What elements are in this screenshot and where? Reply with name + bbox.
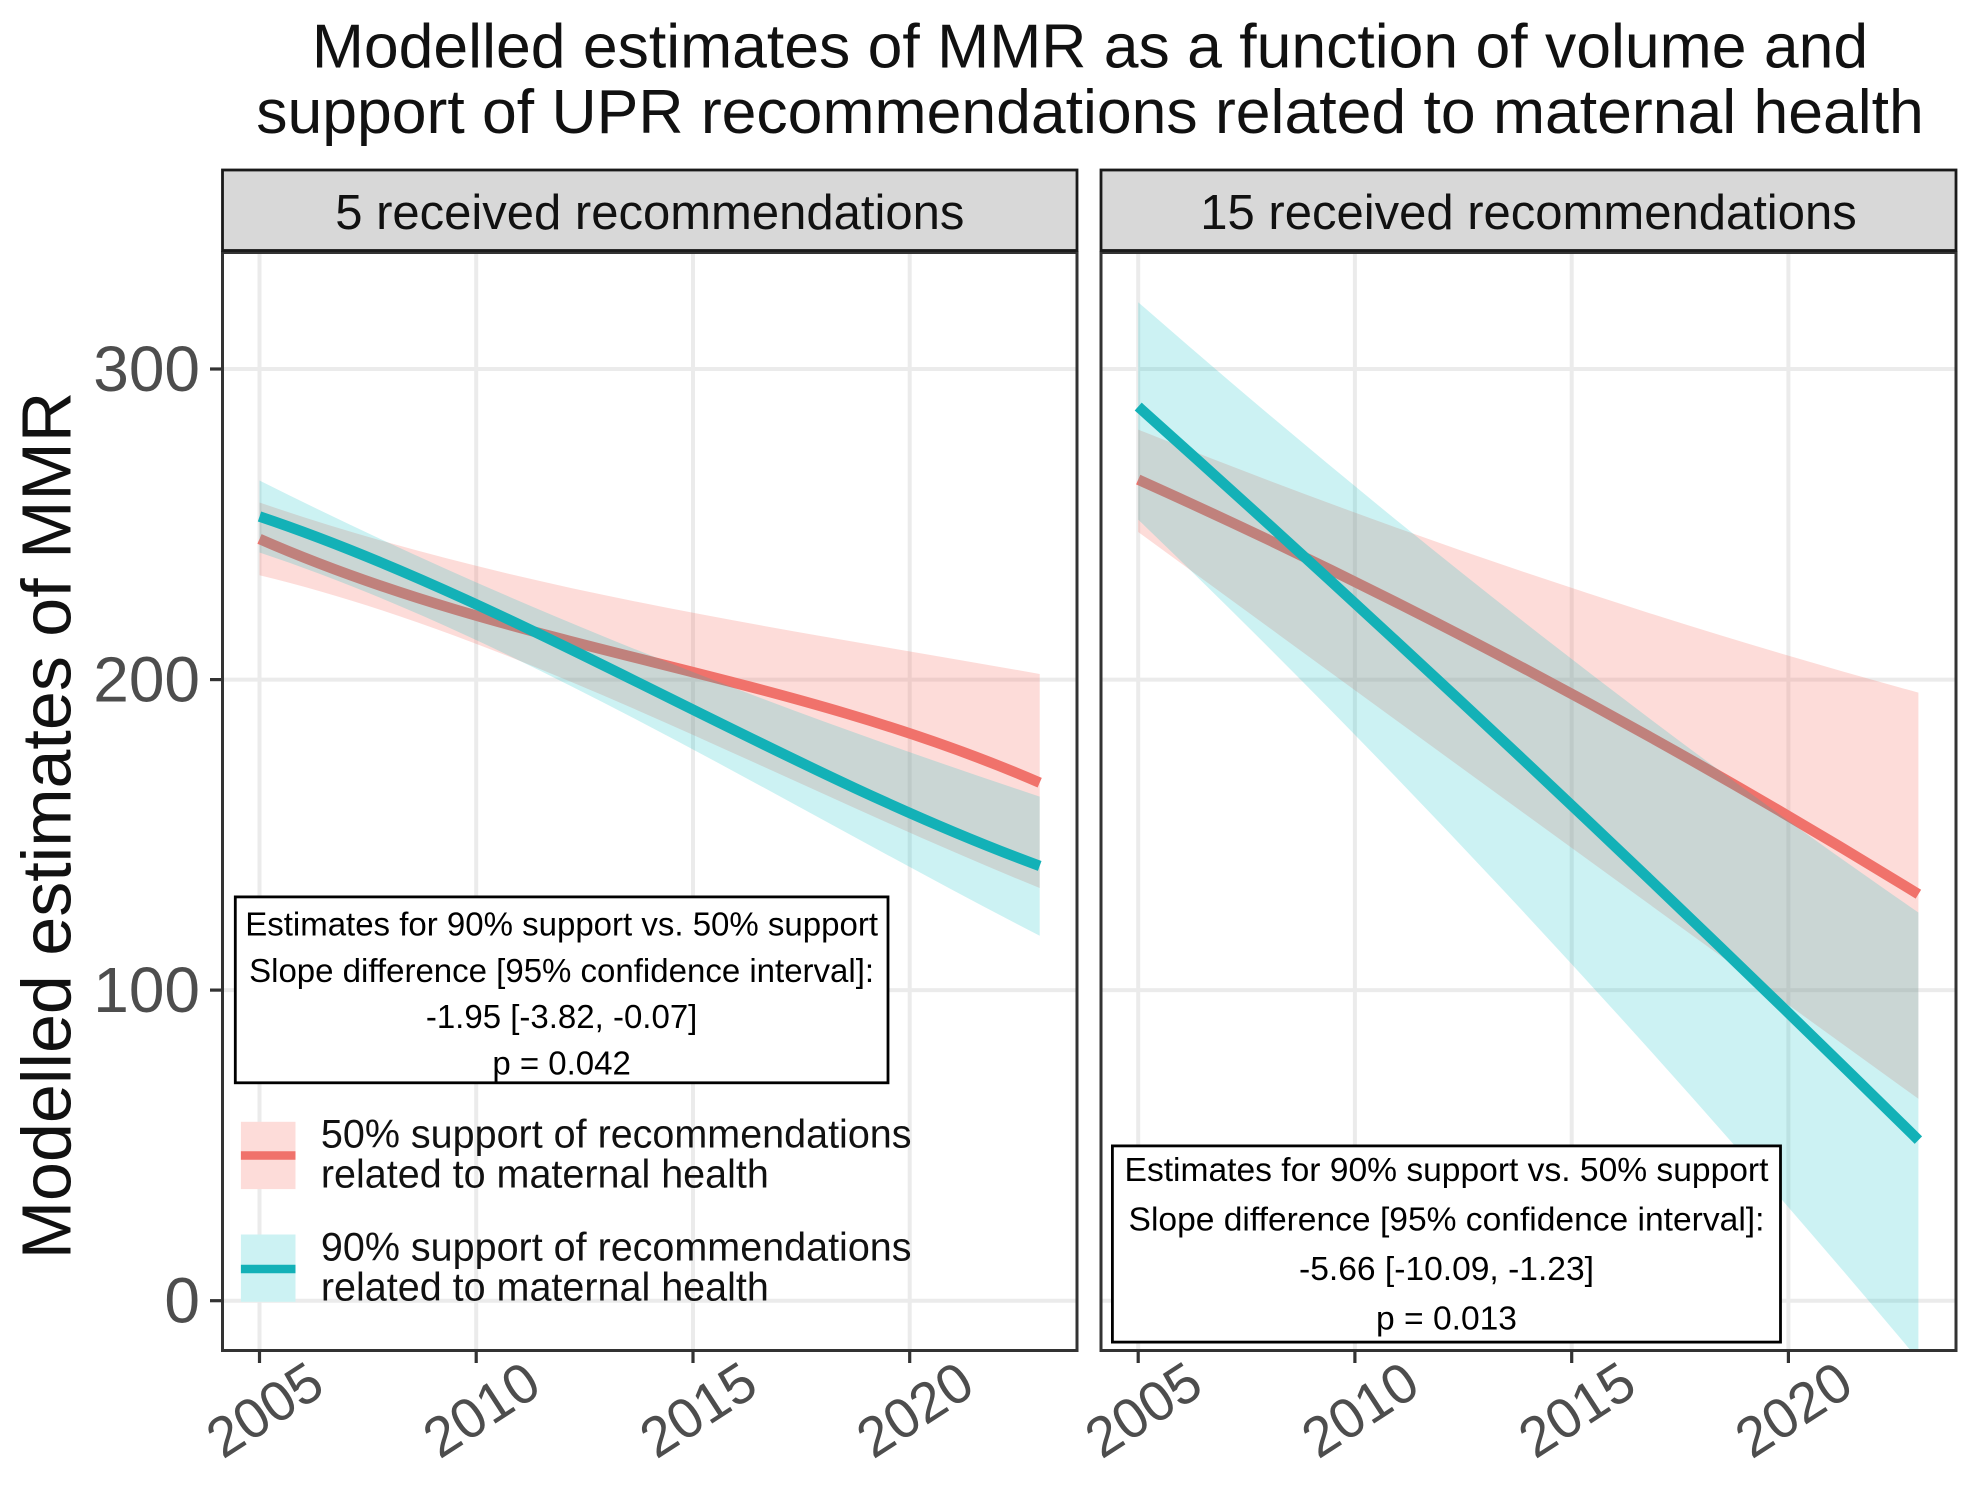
svg-text:15 received recommendations: 15 received recommendations: [1200, 186, 1856, 240]
svg-text:Modelled estimates of MMR as a: Modelled estimates of MMR as a function …: [312, 12, 1868, 82]
svg-text:90% support of recommendations: 90% support of recommendations: [321, 1226, 912, 1270]
svg-text:300: 300: [93, 333, 200, 405]
svg-text:5 received recommendations: 5 received recommendations: [335, 186, 964, 240]
svg-text:related to maternal health: related to maternal health: [321, 1153, 769, 1197]
svg-text:p = 0.013: p = 0.013: [1376, 1301, 1517, 1338]
svg-text:Estimates for 90% support vs.: Estimates for 90% support vs. 50% suppor…: [245, 906, 878, 943]
svg-text:50% support of recommendations: 50% support of recommendations: [321, 1113, 912, 1157]
svg-text:Modelled estimates of MMR: Modelled estimates of MMR: [8, 392, 86, 1260]
svg-text:p = 0.042: p = 0.042: [492, 1044, 631, 1081]
svg-text:-5.66 [-10.09, -1.23]: -5.66 [-10.09, -1.23]: [1299, 1251, 1594, 1288]
svg-text:200: 200: [93, 644, 200, 716]
svg-text:Slope difference [95% confiden: Slope difference [95% confidence interva…: [249, 952, 874, 989]
svg-text:0: 0: [164, 1265, 200, 1337]
svg-text:Slope difference [95% confiden: Slope difference [95% confidence interva…: [1129, 1202, 1765, 1239]
svg-text:-1.95 [-3.82, -0.07]: -1.95 [-3.82, -0.07]: [426, 998, 698, 1035]
svg-text:support of UPR recommendations: support of UPR recommendations related t…: [256, 77, 1924, 147]
svg-text:100: 100: [93, 954, 200, 1026]
svg-text:related to maternal health: related to maternal health: [321, 1266, 769, 1310]
svg-text:Estimates for 90% support vs.: Estimates for 90% support vs. 50% suppor…: [1125, 1152, 1770, 1189]
